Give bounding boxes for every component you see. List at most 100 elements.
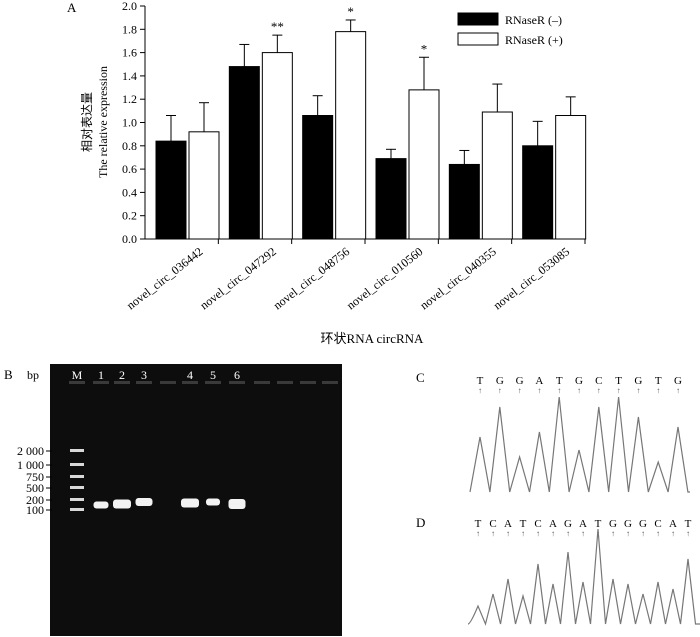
sequence-base: G [575, 375, 583, 387]
base-marker: ↑ [521, 529, 525, 538]
significance-mark: ** [271, 19, 284, 34]
x-tick-label: novel_circ_048756 [271, 244, 353, 312]
chromatogram-d [467, 528, 700, 626]
gel-well [114, 381, 130, 384]
bar [228, 66, 260, 240]
sequence-base: G [639, 518, 647, 530]
gel-well [277, 381, 293, 384]
gel-well [229, 381, 245, 384]
ladder-band [70, 508, 84, 511]
gel-well [69, 381, 85, 384]
sequence-base: T [595, 518, 602, 530]
sample-band [228, 499, 246, 509]
bar [335, 31, 367, 240]
y-axis-label: The relative expression [96, 66, 110, 178]
sequence-base: C [595, 375, 602, 387]
sample-band [93, 501, 109, 509]
legend-label: RNaseR (–) [505, 13, 562, 27]
base-marker: ↑ [636, 386, 640, 395]
bar [522, 145, 554, 240]
y-tick-label: 0.4 [122, 185, 137, 199]
lane-label: 1 [98, 368, 104, 382]
sequence-base: A [504, 518, 512, 530]
panel-label-c: C [416, 370, 425, 385]
base-marker: ↑ [537, 386, 541, 395]
sequence-base: G [674, 375, 682, 387]
sequence-base: G [496, 375, 504, 387]
sequence-base: A [549, 518, 557, 530]
sequence-base: A [579, 518, 587, 530]
gel-well [205, 381, 221, 384]
y-tick-label: 1.6 [122, 46, 137, 60]
legend-label: RNaseR (+) [505, 33, 563, 47]
gel-bands: M 1 2 3 4 5 6 [69, 368, 338, 511]
x-axis-label: 环状RNA circRNA [321, 331, 425, 346]
sequence-base: T [615, 375, 622, 387]
lane-label: M [72, 368, 83, 382]
sequence-base: G [516, 375, 524, 387]
ladder-band [70, 463, 84, 466]
base-marker: ↑ [656, 529, 660, 538]
sequence-base: T [475, 518, 482, 530]
bar [448, 163, 480, 240]
y-tick-label: 2.0 [122, 0, 137, 13]
base-marker: ↑ [478, 386, 482, 395]
gel-well [182, 381, 198, 384]
sequence-base: C [654, 518, 661, 530]
sample-band [181, 498, 199, 508]
base-marker: ↑ [581, 529, 585, 538]
sequence-base: C [489, 518, 496, 530]
y-tick-label: 0.6 [122, 162, 137, 176]
sequence-base: G [564, 518, 572, 530]
base-marker: ↑ [476, 529, 480, 538]
base-marker: ↑ [498, 386, 502, 395]
base-marker: ↑ [676, 386, 680, 395]
sample-band [113, 499, 131, 509]
ladder-band [70, 449, 84, 452]
legend-swatch [457, 32, 499, 46]
bar [408, 89, 440, 240]
sequence-base: T [685, 518, 692, 530]
sequence-base: T [520, 518, 527, 530]
gel-well [160, 381, 176, 384]
lane-label: 2 [119, 368, 125, 382]
sequence-base: C [534, 518, 541, 530]
sequence-base: A [535, 375, 543, 387]
panel-label-a: A [67, 0, 77, 15]
y-tick-label: 1.0 [122, 116, 137, 130]
bar [188, 131, 220, 240]
x-tick-label: novel_circ_047292 [197, 244, 279, 312]
lane-label: 4 [187, 368, 193, 382]
sequence-base: T [556, 375, 563, 387]
x-tick-label: novel_circ_040355 [417, 244, 499, 312]
sequence-base: G [634, 375, 642, 387]
bar [302, 115, 334, 240]
base-marker: ↑ [491, 529, 495, 538]
gel-well [322, 381, 338, 384]
panel-label-b: B [4, 367, 13, 382]
ladder-label: 2 000 [17, 444, 44, 458]
legend-swatch [457, 12, 499, 26]
sequence-d: T↑C↑A↑T↑C↑A↑G↑A↑T↑G↑G↑G↑C↑A↑T↑ [475, 518, 692, 538]
base-marker: ↑ [686, 529, 690, 538]
sequence-base: T [477, 375, 484, 387]
base-marker: ↑ [611, 529, 615, 538]
gel-well [300, 381, 316, 384]
chromatogram-c [469, 396, 690, 493]
ladder-band [70, 475, 84, 478]
x-tick-label: novel_circ_053085 [491, 244, 573, 312]
bar [155, 140, 187, 240]
base-marker: ↑ [617, 386, 621, 395]
x-tick-label: novel_circ_010560 [344, 244, 426, 312]
significance-mark: * [421, 41, 428, 56]
sequence-base: G [624, 518, 632, 530]
y-tick-label: 0.0 [122, 232, 137, 246]
lane-label: 3 [141, 368, 147, 382]
ladder-label: 750 [26, 470, 44, 484]
bar [555, 115, 587, 240]
base-marker: ↑ [597, 386, 601, 395]
lane-label: 5 [210, 368, 216, 382]
y-axis-label-cn: 相对表达量 [80, 92, 94, 152]
sample-band [206, 498, 220, 506]
